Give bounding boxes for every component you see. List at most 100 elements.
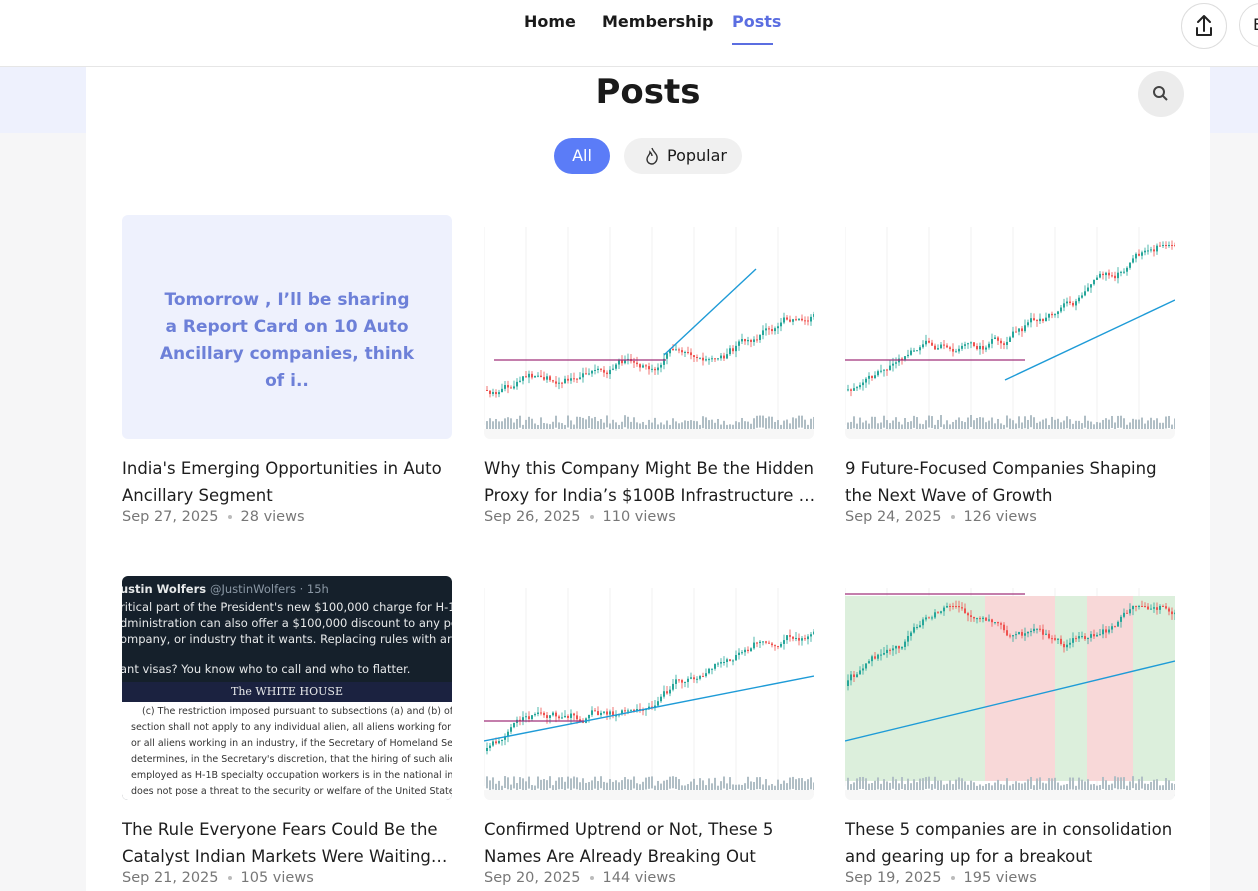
candle-body bbox=[1084, 291, 1086, 296]
candle-body bbox=[810, 316, 812, 322]
share-button[interactable] bbox=[1181, 3, 1227, 49]
volume-bar bbox=[1147, 783, 1149, 796]
candle-body bbox=[585, 373, 587, 375]
volume-bar bbox=[792, 776, 794, 789]
volume-bar bbox=[735, 421, 737, 434]
candle-body bbox=[492, 741, 494, 746]
meta-separator bbox=[950, 515, 955, 519]
volume-bar bbox=[528, 776, 530, 789]
candle-body bbox=[949, 606, 951, 607]
candle-body bbox=[798, 318, 800, 320]
post-date: Sep 20, 2025 bbox=[484, 870, 581, 886]
candle-body bbox=[573, 378, 575, 380]
candle-body bbox=[792, 319, 794, 322]
candle-body bbox=[976, 618, 978, 620]
candle-body bbox=[1090, 284, 1092, 288]
volume-bar bbox=[1141, 417, 1143, 430]
candle-body bbox=[789, 635, 791, 637]
candle-body bbox=[699, 357, 701, 359]
candle-body bbox=[597, 368, 599, 371]
meta-separator bbox=[589, 876, 594, 880]
post-views: 28 views bbox=[240, 509, 305, 525]
candle-body bbox=[1042, 318, 1044, 322]
candle-body bbox=[501, 388, 503, 393]
volume-bar bbox=[862, 422, 864, 435]
volume-bar bbox=[753, 418, 755, 431]
candle-body bbox=[907, 636, 909, 642]
chart-background bbox=[845, 215, 1175, 439]
volume-bar bbox=[600, 776, 602, 789]
volume-bar bbox=[1114, 422, 1116, 435]
volume-bar bbox=[880, 422, 882, 435]
volume-bar bbox=[928, 776, 930, 789]
candle-body bbox=[931, 342, 933, 346]
candle-body bbox=[657, 367, 659, 371]
volume-bar bbox=[955, 419, 957, 432]
volume-bar bbox=[576, 777, 578, 790]
volume-bar bbox=[528, 416, 530, 429]
candle-body bbox=[925, 617, 927, 620]
volume-bar bbox=[693, 420, 695, 433]
candle-body bbox=[615, 364, 617, 369]
candle-body bbox=[681, 350, 683, 353]
nav-link[interactable]: Membership bbox=[602, 12, 714, 31]
candle-body bbox=[672, 348, 674, 351]
volume-bar bbox=[540, 417, 542, 430]
candle-body bbox=[636, 709, 638, 712]
candle-body bbox=[618, 360, 620, 365]
candle-body bbox=[1000, 623, 1002, 625]
volume-bar bbox=[964, 422, 966, 435]
candle-body bbox=[850, 674, 852, 681]
candle-body bbox=[504, 736, 506, 740]
candle-body bbox=[1093, 634, 1095, 637]
candle-body bbox=[633, 709, 635, 712]
candle-body bbox=[931, 617, 933, 619]
post-title: The Rule Everyone Fears Could Be the Cat… bbox=[122, 820, 448, 866]
candle-body bbox=[1051, 313, 1053, 316]
volume-bar bbox=[753, 781, 755, 794]
candle-body bbox=[795, 637, 797, 639]
volume-bar bbox=[612, 419, 614, 432]
candle-body bbox=[783, 640, 785, 644]
nav-link[interactable]: Posts bbox=[732, 12, 782, 31]
nav-link[interactable]: Home bbox=[524, 12, 576, 31]
meta-separator bbox=[227, 876, 232, 880]
volume-bar bbox=[988, 783, 990, 796]
filter-all[interactable]: All bbox=[554, 138, 610, 174]
candle-body bbox=[1159, 606, 1161, 610]
volume-bar bbox=[756, 777, 758, 790]
filter-popular[interactable]: Popular bbox=[624, 138, 742, 174]
candle-body bbox=[955, 606, 957, 607]
candle-body bbox=[850, 389, 852, 391]
candle-body bbox=[765, 641, 767, 643]
candle-body bbox=[1018, 328, 1020, 332]
volume-bar bbox=[988, 420, 990, 433]
volume-bar bbox=[883, 779, 885, 792]
candle-body bbox=[573, 713, 575, 716]
meta-separator bbox=[950, 876, 955, 880]
candle-body bbox=[1087, 287, 1089, 292]
volume-bar bbox=[1099, 422, 1101, 435]
volume-bar bbox=[925, 420, 927, 433]
chart-shade bbox=[1133, 596, 1175, 781]
volume-bar bbox=[1036, 422, 1038, 435]
volume-bar bbox=[786, 419, 788, 432]
candle-body bbox=[546, 715, 548, 718]
volume-bar bbox=[1084, 415, 1086, 428]
search-button[interactable] bbox=[1138, 71, 1184, 117]
volume-bar bbox=[672, 776, 674, 789]
volume-bar bbox=[486, 421, 488, 434]
candle-body bbox=[606, 372, 608, 375]
candle-body bbox=[522, 376, 524, 381]
volume-bar bbox=[561, 777, 563, 790]
share-icon bbox=[1196, 15, 1212, 36]
account-button[interactable]: E bbox=[1239, 3, 1258, 47]
chart-shade bbox=[1087, 596, 1133, 781]
candle-body bbox=[657, 701, 659, 706]
volume-bar bbox=[759, 415, 761, 428]
candle-body bbox=[723, 662, 725, 664]
candle-body bbox=[591, 370, 593, 374]
candle-body bbox=[1027, 322, 1029, 326]
volume-bar bbox=[678, 779, 680, 792]
candle-body bbox=[738, 652, 740, 656]
